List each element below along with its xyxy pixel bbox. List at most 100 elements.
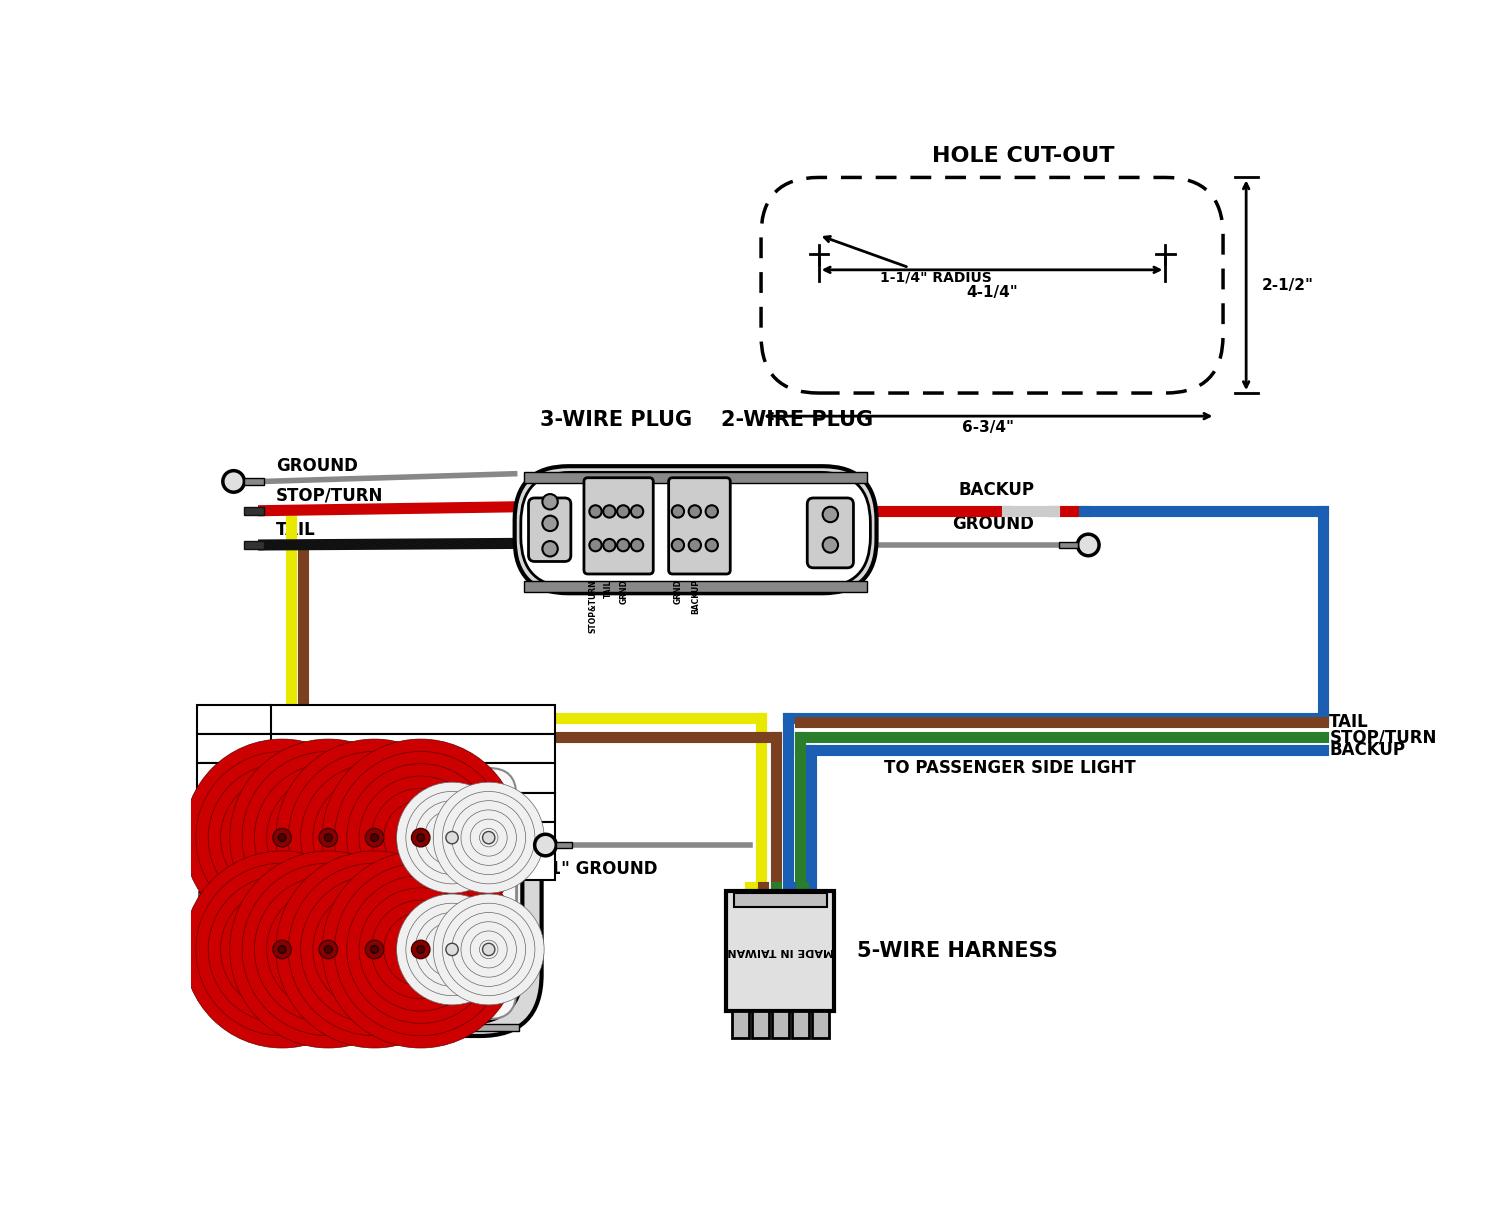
Text: Quantity: Quantity — [201, 712, 276, 727]
Circle shape — [822, 538, 839, 552]
Bar — [198, 705, 555, 734]
Circle shape — [705, 539, 718, 551]
Text: 2-WIRE PLUG: 2-WIRE PLUG — [722, 411, 873, 430]
Bar — [1059, 541, 1077, 547]
Circle shape — [279, 901, 378, 998]
Circle shape — [543, 541, 558, 556]
Circle shape — [396, 925, 445, 974]
Circle shape — [350, 813, 399, 863]
Circle shape — [411, 829, 430, 847]
Circle shape — [616, 505, 630, 518]
Circle shape — [483, 831, 495, 844]
Text: BACKUP: BACKUP — [692, 579, 700, 615]
Text: TAIL: TAIL — [604, 579, 613, 598]
Text: NOTE:  FOR ALL FUNCTIONS TO WORK,: NOTE: FOR ALL FUNCTIONS TO WORK, — [198, 890, 468, 904]
FancyBboxPatch shape — [244, 769, 430, 1019]
Circle shape — [322, 851, 519, 1048]
FancyBboxPatch shape — [669, 478, 730, 574]
Text: MADE IN TAIWAN: MADE IN TAIWAN — [728, 946, 834, 956]
Circle shape — [470, 931, 507, 968]
Circle shape — [433, 931, 471, 968]
Text: TAIL: TAIL — [276, 521, 315, 539]
Circle shape — [196, 752, 369, 924]
Text: Wiring Harness, 5-Wire: Wiring Harness, 5-Wire — [276, 858, 452, 874]
Text: GROUND: GROUND — [276, 457, 358, 475]
Circle shape — [408, 937, 434, 962]
Text: TRAILER FRAME USING RING CONNECTORS: TRAILER FRAME USING RING CONNECTORS — [198, 924, 526, 937]
FancyBboxPatch shape — [528, 497, 572, 561]
Circle shape — [267, 888, 390, 1011]
Text: 2-1/2": 2-1/2" — [1262, 277, 1314, 293]
Bar — [244, 478, 264, 484]
Circle shape — [242, 752, 414, 924]
Text: 3-WIRE PLUG: 3-WIRE PLUG — [540, 411, 692, 430]
Text: 2: 2 — [201, 800, 211, 815]
Circle shape — [291, 913, 366, 986]
Circle shape — [705, 505, 718, 518]
Circle shape — [416, 800, 489, 875]
Circle shape — [270, 937, 294, 962]
Text: GRND: GRND — [674, 579, 682, 605]
Circle shape — [316, 937, 340, 962]
Circle shape — [196, 863, 369, 1036]
FancyBboxPatch shape — [514, 466, 876, 593]
Text: 1-1/4" RADIUS: 1-1/4" RADIUS — [825, 236, 992, 285]
Circle shape — [279, 788, 378, 887]
Bar — [524, 580, 867, 591]
Circle shape — [230, 851, 428, 1048]
Circle shape — [324, 946, 332, 953]
Text: 4-1/4": 4-1/4" — [966, 285, 1018, 301]
Circle shape — [303, 925, 352, 974]
Text: STOP&TURN: STOP&TURN — [588, 579, 597, 633]
Circle shape — [442, 903, 536, 996]
Text: 1: 1 — [201, 858, 211, 874]
Text: GRND: GRND — [620, 579, 628, 605]
Circle shape — [433, 895, 544, 1004]
Circle shape — [322, 739, 519, 936]
Text: 2: 2 — [201, 771, 211, 786]
Bar — [752, 1011, 770, 1037]
Bar — [198, 793, 555, 822]
Circle shape — [406, 903, 498, 996]
Circle shape — [480, 940, 498, 959]
Circle shape — [314, 888, 436, 1011]
Circle shape — [442, 940, 462, 959]
Text: TO PASSENGER SIDE LIGHT: TO PASSENGER SIDE LIGHT — [885, 759, 1136, 777]
Bar — [242, 1024, 519, 1030]
Circle shape — [534, 835, 556, 855]
Text: 5-WIRE HARNESS: 5-WIRE HARNESS — [858, 941, 1058, 960]
Text: 31" GROUND: 31" GROUND — [537, 860, 657, 879]
Text: GROUND: GROUND — [952, 516, 1035, 534]
Circle shape — [416, 913, 489, 986]
Text: 3-Wire Plug: 3-Wire Plug — [276, 800, 363, 815]
Circle shape — [616, 539, 630, 551]
Circle shape — [320, 829, 338, 847]
Circle shape — [232, 901, 332, 998]
Text: SECURE ALL GROUND WIRES TO: SECURE ALL GROUND WIRES TO — [198, 907, 453, 920]
Circle shape — [209, 764, 356, 912]
Circle shape — [370, 946, 378, 953]
Circle shape — [346, 764, 495, 912]
Circle shape — [255, 764, 402, 912]
Circle shape — [255, 875, 402, 1023]
Circle shape — [183, 739, 381, 936]
Text: 2: 2 — [201, 742, 211, 756]
Circle shape — [270, 825, 294, 851]
Circle shape — [232, 788, 332, 887]
Text: HOLE CUT-OUT: HOLE CUT-OUT — [932, 145, 1114, 166]
Circle shape — [480, 829, 498, 847]
Circle shape — [424, 810, 480, 865]
Text: STL211XRB & GROMMET: STL211XRB & GROMMET — [226, 720, 534, 739]
FancyBboxPatch shape — [424, 769, 516, 1019]
Circle shape — [366, 829, 384, 847]
Bar — [726, 891, 834, 1011]
Circle shape — [273, 829, 291, 847]
Circle shape — [417, 946, 424, 953]
Circle shape — [372, 788, 470, 887]
Circle shape — [300, 764, 448, 912]
Circle shape — [460, 810, 516, 865]
Circle shape — [326, 788, 424, 887]
Bar — [244, 541, 264, 549]
Bar — [812, 1011, 830, 1037]
Circle shape — [224, 470, 245, 492]
